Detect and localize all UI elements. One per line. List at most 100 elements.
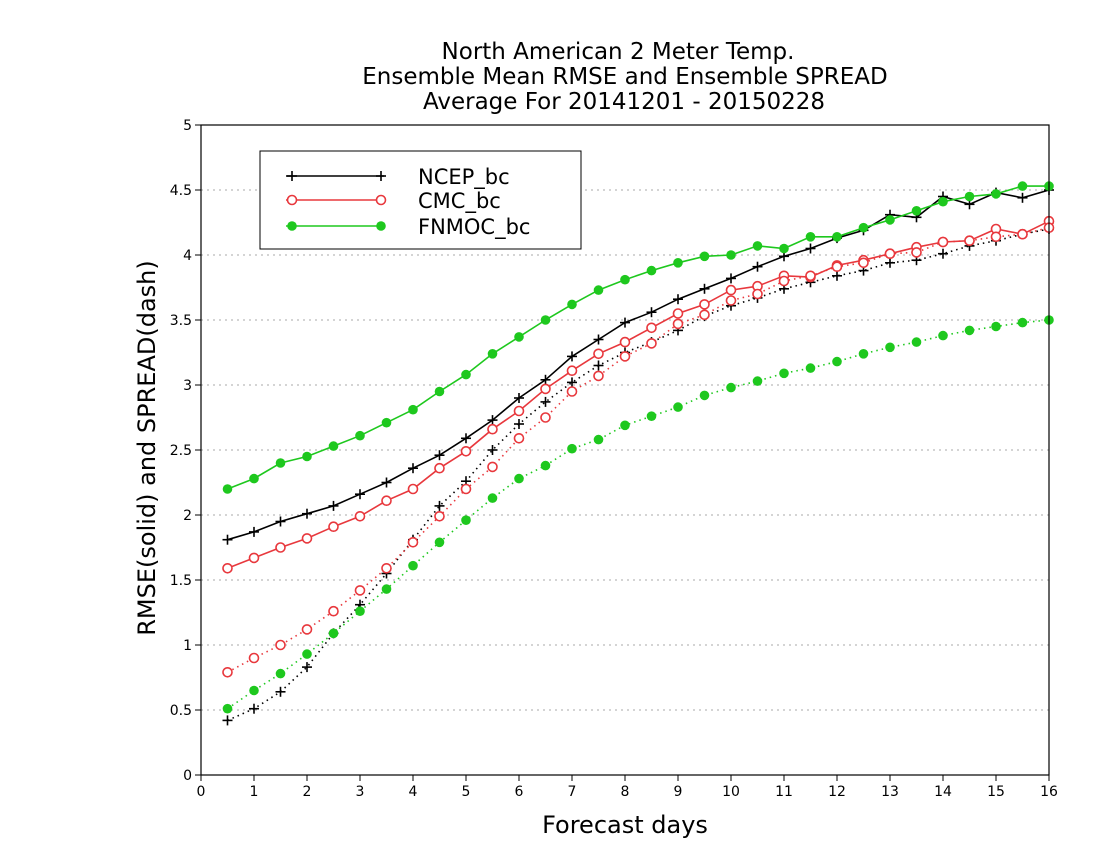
legend: NCEP_bc CMC_bc FNMOC_bc <box>259 150 582 250</box>
fnmoc-bc-rmse-point <box>328 441 339 451</box>
fnmoc-bc-rmse-point <box>620 274 630 285</box>
fnmoc-bc-spread-point <box>620 420 630 431</box>
ncep-bc-rmse-point <box>328 500 339 511</box>
x-tick-label: 9 <box>674 784 683 800</box>
ncep-bc-rmse-point <box>249 526 259 537</box>
fnmoc-bc-spread-point <box>514 473 524 484</box>
y-tick-label: 4 <box>183 248 192 264</box>
x-tick-label: 3 <box>356 784 365 800</box>
cmc-bc-spread-point <box>513 432 525 444</box>
fnmoc-bc-spread-point <box>805 363 816 373</box>
x-tick-label: 5 <box>462 784 471 800</box>
fnmoc-bc-spread-point <box>964 325 975 336</box>
x-tick-label: 12 <box>828 784 846 800</box>
cmc-bc-rmse-point <box>328 521 339 533</box>
ncep-bc-rmse-point <box>487 415 498 426</box>
ncep-bc-rmse-point <box>673 294 683 305</box>
fnmoc-bc-spread-point <box>832 356 842 367</box>
legend-label-cmc: CMC_bc <box>418 189 501 214</box>
ncep-bc-rmse-point <box>1017 192 1028 203</box>
x-tick-label: 4 <box>409 784 418 800</box>
fnmoc-bc-spread-point <box>487 493 498 503</box>
legend-samples <box>286 171 387 231</box>
fnmoc-bc-spread-point <box>646 411 657 422</box>
legend-marker-ncep-bc <box>376 171 386 181</box>
cmc-bc-rmse-point <box>275 542 286 553</box>
fnmoc-bc-rmse-point <box>991 189 1001 199</box>
cmc-bc-rmse-point <box>487 423 498 435</box>
x-tick-label: 10 <box>722 784 740 800</box>
cmc-bc-spread-point <box>407 536 419 548</box>
ncep-bc-rmse-point <box>302 508 312 519</box>
fnmoc-bc-rmse-point <box>222 484 233 494</box>
cmc-bc-spread-point <box>646 338 657 349</box>
ncep-bc-spread-point <box>249 703 259 714</box>
fnmoc-bc-spread-point <box>779 368 789 379</box>
cmc-bc-spread-point <box>540 412 551 423</box>
fnmoc-bc-spread-point <box>540 460 551 471</box>
ncep-bc-rmse-point <box>567 351 577 362</box>
fnmoc-bc-spread-point <box>858 349 869 359</box>
legend-marker-ncep-bc <box>287 171 297 181</box>
fnmoc-bc-spread-point <box>355 606 365 616</box>
cmc-bc-spread-point <box>699 309 710 321</box>
ncep-bc-rmse-point <box>805 243 816 254</box>
fnmoc-bc-spread-point <box>302 649 312 659</box>
fnmoc-bc-rmse-point <box>938 196 948 207</box>
ncep-bc-spread-point <box>567 377 577 388</box>
cmc-bc-spread-point <box>1017 228 1028 240</box>
y-axis-label: RMSE(solid) and SPREAD(dash) <box>133 260 161 636</box>
fnmoc-bc-spread-point <box>1017 317 1028 328</box>
title-line-2: Ensemble Mean RMSE and Ensemble SPREAD <box>362 64 887 90</box>
fnmoc-bc-spread-point <box>752 376 763 386</box>
fnmoc-bc-rmse-point <box>779 243 789 254</box>
fnmoc-bc-spread-point <box>434 537 445 548</box>
x-tick-label: 6 <box>515 784 524 800</box>
legend-marker-cmc-bc <box>375 194 387 206</box>
fnmoc-bc-spread-point <box>381 584 392 594</box>
fnmoc-bc-rmse-point <box>461 369 471 380</box>
cmc-bc-spread-point <box>248 652 260 664</box>
fnmoc-bc-spread-point <box>567 443 577 454</box>
cmc-bc-spread-point <box>222 666 233 678</box>
cmc-bc-spread-point <box>805 270 816 282</box>
ncep-bc-spread-point <box>832 270 842 281</box>
ncep-bc-rmse-point <box>408 463 418 474</box>
fnmoc-bc-rmse-point <box>487 349 498 359</box>
legend-marker-fnmoc-bc <box>376 221 386 231</box>
fnmoc-bc-spread-point <box>911 337 922 347</box>
ncep-bc-spread-point <box>885 257 895 268</box>
fnmoc-bc-rmse-point <box>964 191 975 202</box>
y-tick-label: 0 <box>183 768 192 784</box>
cmc-bc-spread-point <box>619 351 631 362</box>
cmc-bc-spread-point <box>328 605 339 617</box>
fnmoc-bc-spread-point <box>991 321 1001 332</box>
fnmoc-bc-rmse-point <box>885 215 895 225</box>
ncep-bc-rmse-point <box>752 261 763 272</box>
fnmoc-bc-spread-point <box>593 434 604 445</box>
cmc-bc-spread-point <box>911 247 922 258</box>
x-tick-label: 14 <box>934 784 952 800</box>
ncep-bc-rmse-point <box>461 433 471 444</box>
y-tick-label: 3.5 <box>170 313 192 329</box>
y-tick-label: 2 <box>183 508 192 524</box>
cmc-bc-rmse-point <box>646 322 657 334</box>
ncep-bc-rmse-point <box>514 393 524 403</box>
cmc-bc-rmse-point <box>699 299 710 310</box>
fnmoc-bc-spread-point <box>673 402 683 412</box>
fnmoc-bc-rmse-point <box>302 451 312 462</box>
y-tick-label: 3 <box>183 378 192 394</box>
title-line-3: Average For 20141201 - 20150228 <box>423 89 825 115</box>
x-tick-label: 0 <box>197 784 206 800</box>
cmc-bc-rmse-point <box>540 383 551 395</box>
x-tick-label: 1 <box>250 784 259 800</box>
fnmoc-bc-spread-line <box>227 319 1050 710</box>
fnmoc-bc-spread-point <box>938 330 948 341</box>
x-axis-label: Forecast days <box>542 811 708 839</box>
cmc-bc-rmse-point <box>513 405 525 417</box>
x-tick-label: 16 <box>1040 784 1058 800</box>
ncep-bc-rmse-point <box>275 516 286 527</box>
cmc-bc-spread-point <box>990 231 1002 243</box>
cmc-bc-spread-point <box>354 585 366 596</box>
